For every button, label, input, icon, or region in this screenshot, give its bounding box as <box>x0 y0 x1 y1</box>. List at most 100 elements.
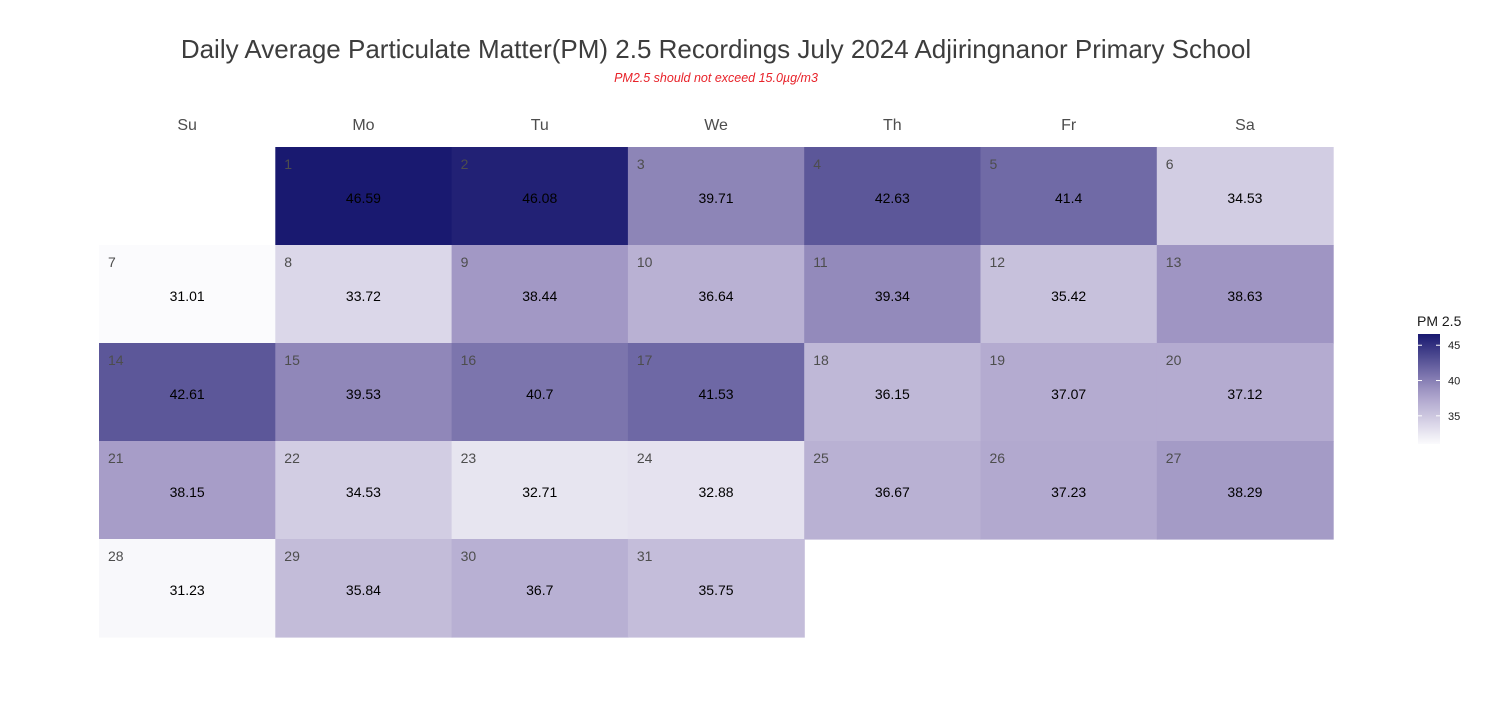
day-cell-tile <box>980 343 1158 442</box>
day-number: 20 <box>1166 352 1182 368</box>
day-cell-2: 246.08 <box>451 147 629 246</box>
day-number: 22 <box>284 450 300 466</box>
legend-tick-label: 35 <box>1448 411 1460 423</box>
day-cell-1: 146.59 <box>275 147 453 246</box>
day-number: 4 <box>813 156 821 172</box>
day-cell-25: 25 36.67 <box>804 441 982 540</box>
day-cell-27: 27 38.29 <box>1156 441 1334 540</box>
day-value: 38.29 <box>1227 484 1262 500</box>
day-cell-20: 20 37.12 <box>1156 343 1334 442</box>
day-value: 46.59 <box>346 190 381 206</box>
day-value: 35.42 <box>1051 288 1086 304</box>
day-value: 34.53 <box>346 484 381 500</box>
day-cell-12: 12 35.42 <box>980 245 1158 344</box>
day-number: 8 <box>284 254 292 270</box>
day-cell-tile <box>99 343 276 442</box>
day-number: 30 <box>461 548 477 564</box>
day-cell-17: 17 41.53 <box>627 343 805 442</box>
day-cell-14: 14 42.61 <box>99 343 276 442</box>
day-cell-4: 442.63 <box>804 147 982 246</box>
day-cell-3: 339.71 <box>627 147 805 246</box>
legend-colorbar <box>1418 334 1440 444</box>
day-number: 9 <box>461 254 469 270</box>
day-cell-30: 30 36.7 <box>451 539 629 638</box>
day-number: 5 <box>990 156 998 172</box>
day-value: 31.23 <box>170 582 205 598</box>
legend-ticks: 35 40 45 <box>1418 340 1460 423</box>
day-value: 42.63 <box>875 190 910 206</box>
day-cell-24: 24 32.88 <box>627 441 805 540</box>
day-cell-tile <box>627 441 805 540</box>
day-number: 1 <box>284 156 292 172</box>
day-cell-tile <box>451 441 629 540</box>
day-cell-tile <box>451 343 629 442</box>
day-cell-tile <box>980 441 1158 540</box>
chart-title: Daily Average Particulate Matter(PM) 2.5… <box>181 34 1251 64</box>
day-cell-18: 18 36.15 <box>804 343 982 442</box>
day-value: 38.63 <box>1227 288 1262 304</box>
weekday-label-mo: Mo <box>352 117 374 134</box>
day-value: 35.75 <box>699 582 734 598</box>
day-cell-10: 10 36.64 <box>627 245 805 344</box>
day-value: 36.7 <box>526 582 553 598</box>
day-number: 25 <box>813 450 829 466</box>
day-cell-tile <box>99 245 276 344</box>
day-cell-tile <box>627 539 805 638</box>
day-cell-13: 13 38.63 <box>1156 245 1334 344</box>
day-cell-tile <box>627 343 805 442</box>
day-number: 26 <box>990 450 1006 466</box>
day-cell-tile <box>627 147 805 246</box>
day-number: 16 <box>461 352 477 368</box>
legend-tick-label: 45 <box>1448 340 1460 352</box>
day-cell-tile <box>804 343 982 442</box>
day-value: 39.71 <box>699 190 734 206</box>
day-value: 37.23 <box>1051 484 1086 500</box>
day-cell-26: 26 37.23 <box>980 441 1158 540</box>
chart-subtitle: PM2.5 should not exceed 15.0µg/m3 <box>614 71 818 85</box>
day-number: 10 <box>637 254 653 270</box>
day-cell-11: 11 39.34 <box>804 245 982 344</box>
day-cell-8: 833.72 <box>275 245 453 344</box>
day-cell-tile <box>804 147 982 246</box>
day-cell-tile <box>1156 441 1334 540</box>
day-number: 15 <box>284 352 300 368</box>
day-value: 39.53 <box>346 386 381 402</box>
day-cell-6: 634.53 <box>1156 147 1334 246</box>
day-value: 41.53 <box>699 386 734 402</box>
weekday-labels: Su Mo Tu We Th Fr Sa <box>177 117 1254 134</box>
day-value: 38.15 <box>170 484 205 500</box>
day-cell-15: 15 39.53 <box>275 343 453 442</box>
day-number: 24 <box>637 450 653 466</box>
day-value: 37.07 <box>1051 386 1086 402</box>
day-value: 32.88 <box>699 484 734 500</box>
day-number: 12 <box>990 254 1006 270</box>
day-cell-tile <box>275 441 453 540</box>
day-cell-5: 541.4 <box>980 147 1158 246</box>
day-value: 39.34 <box>875 288 910 304</box>
day-cell-tile <box>804 245 982 344</box>
day-cell-31: 31 35.75 <box>627 539 805 638</box>
day-number: 14 <box>108 352 124 368</box>
day-value: 38.44 <box>522 288 557 304</box>
day-value: 35.84 <box>346 582 381 598</box>
weekday-label-sa: Sa <box>1235 117 1255 134</box>
day-number: 23 <box>461 450 477 466</box>
day-cell-tile <box>627 245 805 344</box>
day-value: 40.7 <box>526 386 553 402</box>
day-number: 13 <box>1166 254 1182 270</box>
day-cell-22: 22 34.53 <box>275 441 453 540</box>
day-cell-tile <box>275 245 453 344</box>
day-value: 36.64 <box>699 288 734 304</box>
day-value: 36.15 <box>875 386 910 402</box>
day-number: 18 <box>813 352 829 368</box>
day-value: 32.71 <box>522 484 557 500</box>
weekday-label-su: Su <box>177 117 197 134</box>
legend-tick-label: 40 <box>1448 376 1460 388</box>
day-number: 29 <box>284 548 300 564</box>
weekday-label-we: We <box>704 117 728 134</box>
day-cell-tile <box>1156 245 1334 344</box>
day-cell-tile <box>451 539 629 638</box>
day-number: 31 <box>637 548 653 564</box>
day-cell-tile <box>980 147 1158 246</box>
day-cell-tile <box>99 441 276 540</box>
